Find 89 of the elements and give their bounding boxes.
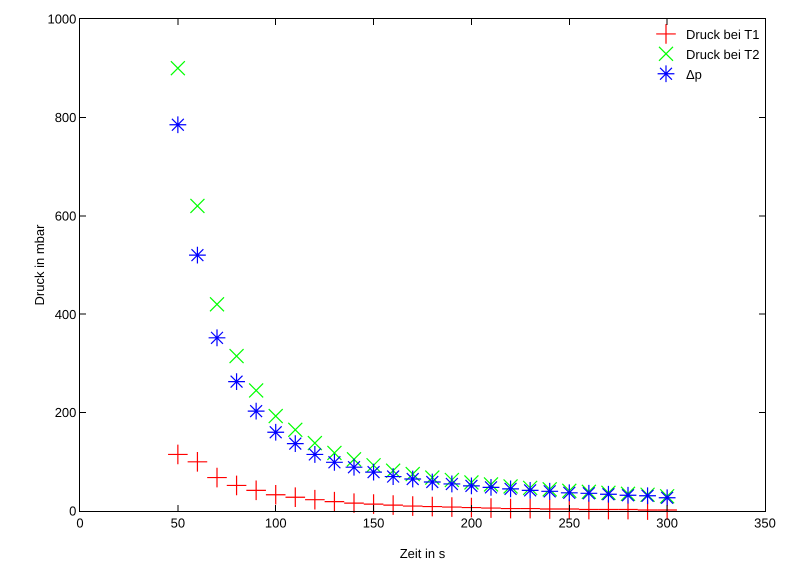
point	[423, 472, 442, 491]
point	[580, 484, 598, 502]
point	[405, 466, 420, 482]
point	[307, 436, 322, 451]
point	[540, 482, 559, 500]
point	[304, 489, 326, 510]
y-tick-label: 0	[69, 504, 76, 519]
point	[521, 481, 540, 500]
point	[170, 60, 186, 76]
y-tick-label: 1000	[47, 12, 76, 27]
point	[286, 434, 304, 453]
point	[288, 422, 303, 438]
point	[562, 483, 577, 498]
x-tick-label: 300	[656, 516, 678, 531]
point	[620, 486, 636, 502]
point	[382, 494, 404, 516]
point	[190, 198, 206, 214]
point	[658, 488, 676, 507]
point	[441, 496, 462, 518]
point	[167, 444, 188, 465]
point	[660, 488, 675, 504]
x-tick-label: 100	[264, 516, 287, 531]
point	[558, 498, 580, 520]
x-axis-title: Zeit in s	[400, 546, 446, 561]
point	[444, 472, 460, 488]
legend-label: Druck bei T1	[686, 27, 760, 42]
point	[247, 402, 266, 420]
point	[228, 372, 246, 391]
point	[404, 470, 422, 488]
point	[480, 498, 502, 518]
y-tick-label: 600	[54, 208, 76, 224]
y-tick-label: 200	[54, 405, 76, 420]
point	[619, 486, 637, 504]
point	[578, 499, 600, 520]
point	[560, 484, 578, 502]
point	[600, 485, 616, 500]
point	[522, 480, 538, 496]
point	[482, 478, 500, 496]
point	[226, 475, 247, 496]
point	[500, 498, 521, 519]
point	[246, 480, 267, 501]
point	[268, 408, 284, 424]
point	[422, 496, 443, 517]
legend-label: Δp	[686, 66, 702, 82]
point	[442, 474, 461, 493]
point	[366, 458, 382, 473]
point	[345, 458, 363, 476]
point	[502, 478, 518, 494]
y-tick-label: 400	[54, 306, 76, 322]
x-tick-label: 350	[754, 516, 776, 531]
point	[364, 463, 383, 482]
point	[581, 484, 596, 500]
point	[206, 467, 228, 488]
point	[462, 476, 480, 495]
point	[384, 468, 402, 486]
point	[187, 451, 208, 472]
point	[325, 453, 344, 472]
point	[542, 482, 558, 497]
x-tick-label: 200	[460, 516, 482, 531]
x-tick-label: 50	[170, 516, 186, 531]
point	[324, 491, 345, 512]
x-tick-label: 250	[558, 516, 580, 531]
point	[464, 474, 480, 490]
point	[168, 116, 187, 134]
y-tick-label: 800	[54, 110, 76, 125]
y-axis-title: Druck in mbar	[32, 224, 47, 306]
point	[188, 246, 206, 264]
point	[326, 445, 342, 461]
point	[248, 382, 264, 398]
point	[284, 486, 306, 508]
point	[386, 463, 401, 478]
point	[265, 484, 286, 506]
point	[539, 498, 560, 520]
point	[346, 452, 362, 467]
x-tick-label: 150	[362, 516, 384, 531]
point	[208, 328, 226, 347]
point	[209, 296, 225, 312]
point	[461, 497, 482, 518]
point	[402, 496, 424, 516]
point	[266, 423, 285, 442]
point	[344, 492, 364, 514]
point	[599, 485, 618, 504]
point	[306, 445, 324, 464]
legend-label: Druck bei T2	[686, 46, 760, 62]
point	[424, 470, 440, 486]
point	[228, 348, 244, 364]
point	[483, 476, 499, 492]
point	[502, 480, 520, 498]
point	[520, 498, 541, 519]
